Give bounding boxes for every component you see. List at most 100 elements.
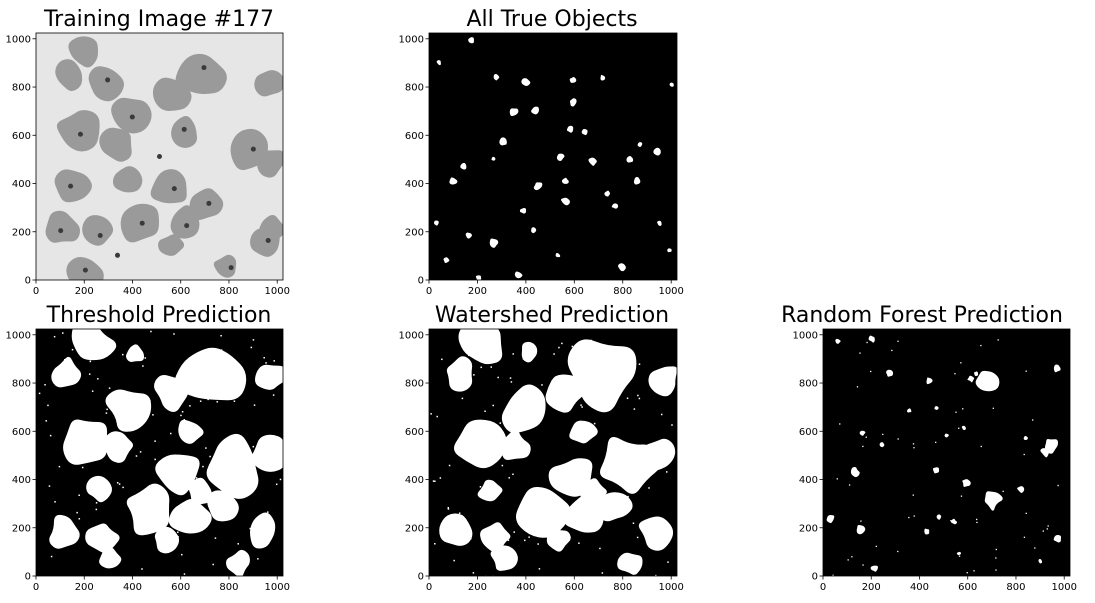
foreground-region — [250, 512, 276, 549]
speckle — [142, 524, 144, 527]
speckle — [478, 440, 481, 443]
speckle — [524, 539, 526, 542]
speckle — [116, 408, 119, 410]
speckle — [508, 477, 510, 479]
object-blob — [961, 425, 966, 431]
speckle — [578, 542, 580, 544]
nucleus-dot — [77, 131, 83, 137]
foreground-region — [126, 344, 145, 362]
x-tick-label: 800 — [613, 582, 632, 593]
foreground-region — [51, 356, 82, 388]
speckle — [553, 353, 555, 355]
speckle — [263, 356, 265, 359]
speckle — [141, 568, 143, 570]
x-tick-label: 800 — [219, 582, 238, 593]
speckle — [997, 339, 999, 341]
speckle — [267, 511, 269, 513]
object-blob — [531, 227, 537, 234]
panel-true-objects: All True Objects — [390, 0, 720, 300]
speckle — [1042, 530, 1044, 532]
cell-shape — [45, 210, 81, 243]
speckle — [571, 345, 574, 348]
object-blob — [561, 177, 569, 184]
y-tick-label: 200 — [12, 523, 31, 534]
speckle — [507, 539, 510, 542]
speckle — [570, 396, 573, 399]
x-tick-label: 1000 — [264, 582, 289, 593]
foreground-region — [446, 356, 473, 392]
speckle — [107, 339, 110, 341]
speckle — [458, 512, 461, 514]
speckle — [649, 463, 652, 466]
speckle — [466, 381, 468, 384]
speckle — [91, 390, 94, 392]
speckle — [62, 332, 64, 334]
speckle — [150, 330, 152, 333]
speckle — [1023, 536, 1026, 538]
speckle — [451, 366, 454, 368]
foreground-region — [546, 528, 571, 552]
speckle — [195, 521, 197, 524]
image-area — [429, 329, 677, 576]
object-blob — [566, 125, 574, 133]
speckle — [955, 411, 957, 413]
speckle — [882, 433, 884, 436]
speckle — [512, 473, 514, 476]
speckle — [576, 388, 578, 391]
nucleus-dot — [105, 77, 111, 83]
speckle — [96, 538, 99, 540]
speckle — [77, 536, 79, 539]
panel-title: Watershed Prediction — [434, 303, 670, 328]
speckle — [121, 353, 124, 356]
speckle — [78, 518, 81, 520]
y-tick-label: 800 — [12, 379, 31, 390]
speckle — [95, 508, 98, 511]
speckle — [187, 519, 189, 521]
speckle — [1025, 370, 1027, 372]
object-blob — [962, 479, 971, 487]
speckle — [90, 487, 93, 489]
foreground-region — [477, 479, 503, 502]
foreground-region — [226, 549, 250, 576]
foreground-region — [178, 419, 204, 444]
x-tick-label: 600 — [565, 582, 584, 593]
speckle — [249, 527, 251, 530]
speckle — [551, 481, 553, 483]
speckle — [954, 373, 956, 375]
cell-shape — [175, 53, 227, 94]
speckle — [935, 441, 937, 443]
speckle — [512, 353, 514, 355]
cell-shape — [88, 66, 125, 102]
x-tick-label: 400 — [123, 286, 142, 297]
object-blob — [489, 238, 499, 248]
object-blob — [669, 82, 674, 87]
object-blob — [514, 271, 523, 279]
cell-shape — [82, 215, 114, 246]
axes-threshold-prediction: 0 200 400 600 800 1000 0 200 400 600 800 1000 — [6, 328, 290, 593]
panel-training-image: Training Image #177 — [0, 0, 330, 300]
foreground-region — [99, 547, 122, 569]
speckle — [870, 370, 872, 373]
speckle — [109, 447, 112, 450]
object-blob — [556, 153, 565, 161]
speckle — [522, 358, 525, 360]
object-blob — [944, 433, 949, 438]
speckle — [200, 481, 202, 484]
speckle — [212, 563, 214, 566]
x-tick-label: 400 — [516, 286, 535, 297]
speckle — [38, 392, 41, 395]
speckle — [467, 452, 470, 455]
speckle — [162, 516, 164, 519]
object-blob — [460, 162, 467, 170]
axes-frame — [35, 328, 284, 577]
panel-title: Random Forest Prediction — [781, 303, 1063, 328]
speckle — [591, 523, 593, 525]
cell-shape — [158, 234, 185, 256]
object-blob — [956, 551, 962, 556]
speckle — [960, 495, 963, 497]
cell-shape — [112, 166, 143, 193]
speckle — [1057, 484, 1059, 487]
speckle — [250, 346, 253, 349]
nucleus-dot — [171, 186, 177, 192]
speckle — [447, 506, 450, 509]
